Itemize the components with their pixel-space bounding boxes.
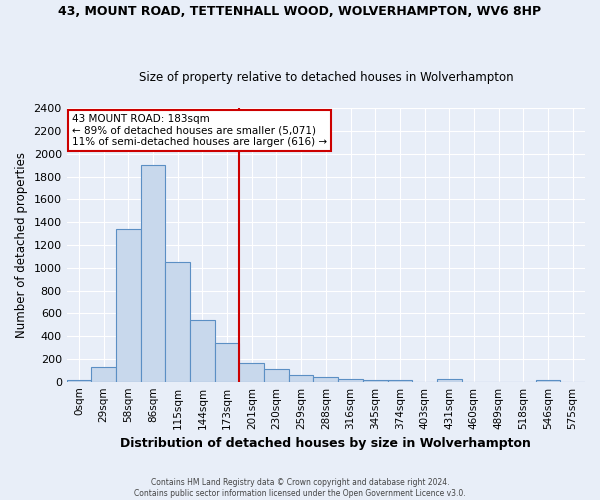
Bar xyxy=(437,380,461,382)
Bar xyxy=(388,380,412,382)
Bar xyxy=(91,367,116,382)
Bar xyxy=(313,378,338,382)
Bar xyxy=(338,379,363,382)
Text: 43, MOUNT ROAD, TETTENHALL WOOD, WOLVERHAMPTON, WV6 8HP: 43, MOUNT ROAD, TETTENHALL WOOD, WOLVERH… xyxy=(58,5,542,18)
Bar xyxy=(141,165,166,382)
Bar xyxy=(215,343,239,382)
Bar xyxy=(289,374,313,382)
Bar xyxy=(536,380,560,382)
Bar xyxy=(116,229,141,382)
Text: 43 MOUNT ROAD: 183sqm
← 89% of detached houses are smaller (5,071)
11% of semi-d: 43 MOUNT ROAD: 183sqm ← 89% of detached … xyxy=(72,114,327,147)
Bar xyxy=(264,368,289,382)
X-axis label: Distribution of detached houses by size in Wolverhampton: Distribution of detached houses by size … xyxy=(121,437,531,450)
Bar xyxy=(166,262,190,382)
Bar xyxy=(190,320,215,382)
Bar xyxy=(363,380,388,382)
Y-axis label: Number of detached properties: Number of detached properties xyxy=(15,152,28,338)
Text: Contains HM Land Registry data © Crown copyright and database right 2024.
Contai: Contains HM Land Registry data © Crown c… xyxy=(134,478,466,498)
Bar xyxy=(239,363,264,382)
Title: Size of property relative to detached houses in Wolverhampton: Size of property relative to detached ho… xyxy=(139,70,513,84)
Bar xyxy=(67,380,91,382)
